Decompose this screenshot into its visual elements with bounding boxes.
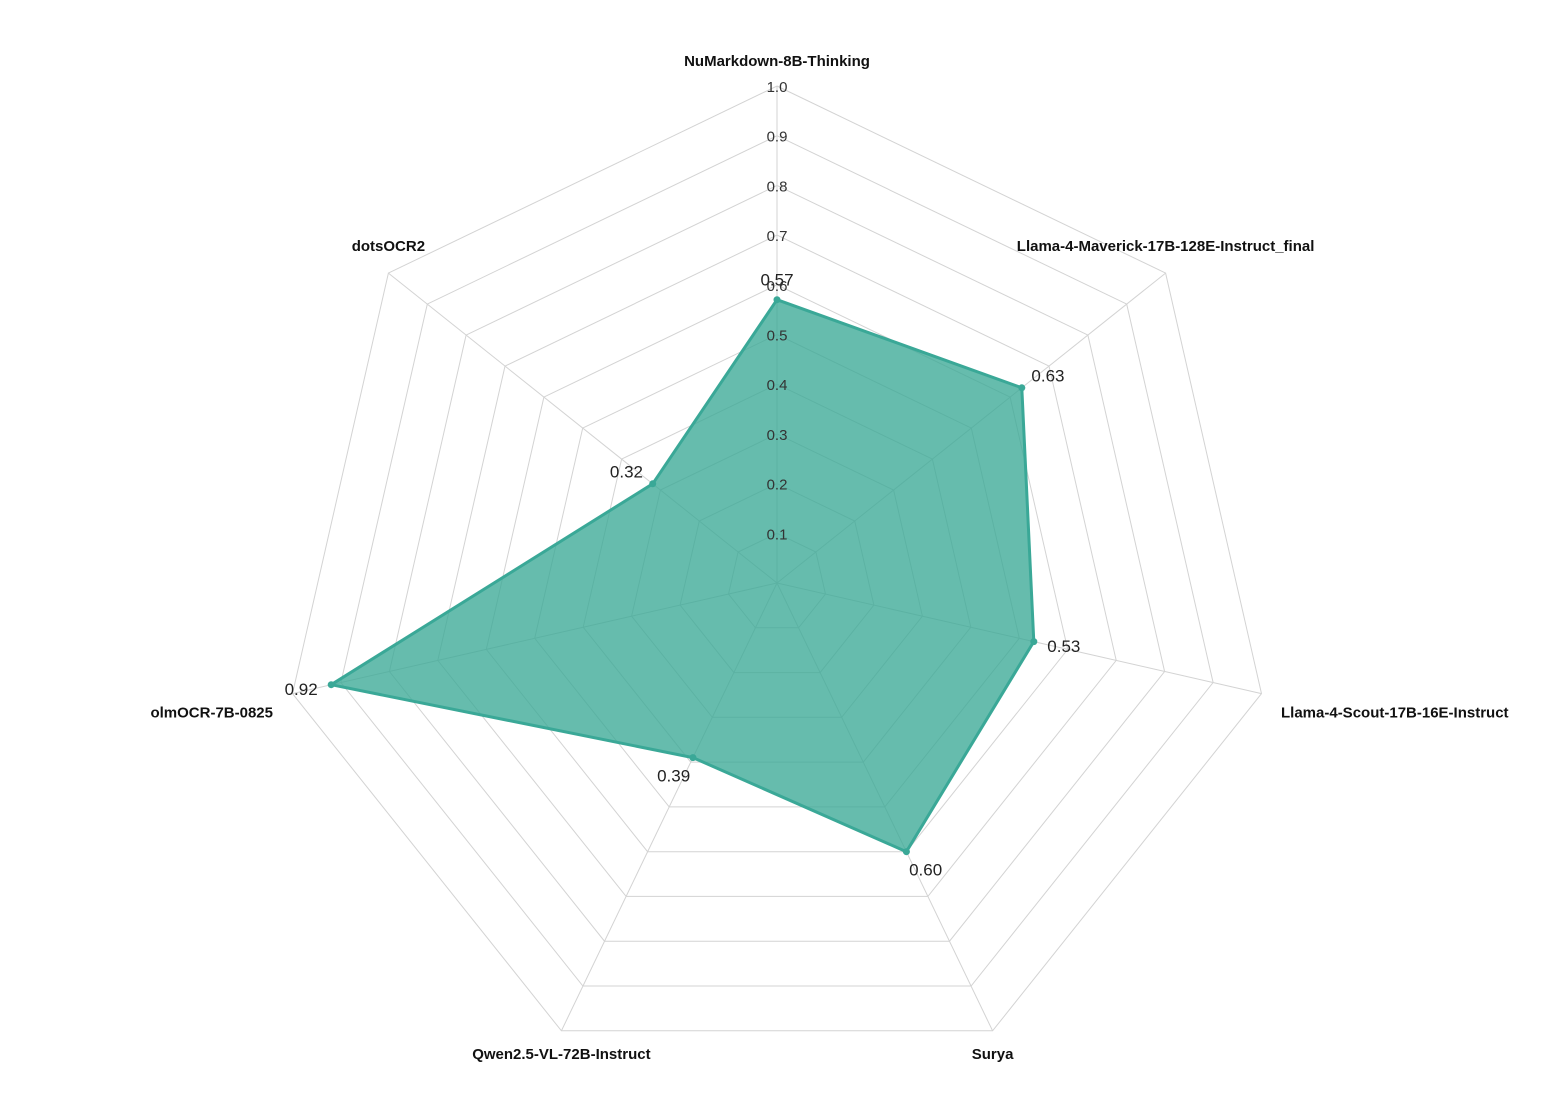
grid-ring-0.7 [437, 234, 1117, 897]
grid-ring-1.0 [291, 85, 1263, 1032]
radial-tick-0.5: 0.5 [767, 328, 788, 345]
axis-label-4: Qwen2.5-VL-72B-Instruct [472, 1046, 650, 1063]
value-label-1: 0.63 [1031, 366, 1064, 385]
radial-tick-0.6: 0.6 [767, 278, 788, 295]
radial-tick-0.8: 0.8 [767, 178, 788, 195]
data-point-2 [1030, 638, 1038, 646]
radial-tick-0.7: 0.7 [767, 228, 788, 245]
value-label-0: 0.57 [760, 271, 793, 290]
axis-label-5: olmOCR-7B-0825 [150, 705, 273, 722]
data-point-0 [773, 296, 781, 304]
axis-label-0: NuMarkdown-8B-Thinking [684, 53, 870, 70]
radial-tick-0.4: 0.4 [767, 377, 788, 394]
series-area [329, 298, 1036, 854]
axis-label-2: Llama-4-Scout-17B-16E-Instruct [1281, 705, 1509, 722]
value-label-4: 0.39 [657, 767, 690, 786]
data-layer: 0.57 0.63 0.53 0.60 0.39 0.92 0.32 [285, 271, 1081, 880]
axis-label-6: dotsOCR2 [352, 238, 425, 255]
value-label-3: 0.60 [909, 861, 942, 880]
radial-tick-0.9: 0.9 [767, 129, 788, 146]
radial-tick-1.0: 1.0 [767, 79, 788, 96]
value-label-6: 0.32 [610, 462, 643, 481]
grid-ring-0.8 [388, 184, 1166, 942]
axis-labels: NuMarkdown-8B-Thinking Llama-4-Maverick-1… [150, 53, 1508, 1063]
value-label-5: 0.92 [285, 680, 318, 699]
radial-tick-0.2: 0.2 [767, 477, 788, 494]
radial-tick-labels: 0.1 0.2 0.3 0.4 0.5 0.6 0.7 0.8 0.9 1.0 [767, 79, 788, 543]
value-label-2: 0.53 [1047, 637, 1080, 656]
data-point-6 [649, 480, 657, 488]
grid-ring-0.9 [340, 135, 1214, 987]
radial-tick-0.1: 0.1 [767, 526, 788, 543]
data-point-5 [327, 681, 335, 689]
axis-label-1: Llama-4-Maverick-17B-128E-Instruct_final [1017, 238, 1315, 255]
data-point-4 [689, 754, 697, 762]
data-point-1 [1018, 384, 1026, 392]
radial-tick-0.3: 0.3 [767, 427, 788, 444]
axis-label-3: Surya [972, 1046, 1014, 1063]
data-point-3 [902, 848, 910, 856]
